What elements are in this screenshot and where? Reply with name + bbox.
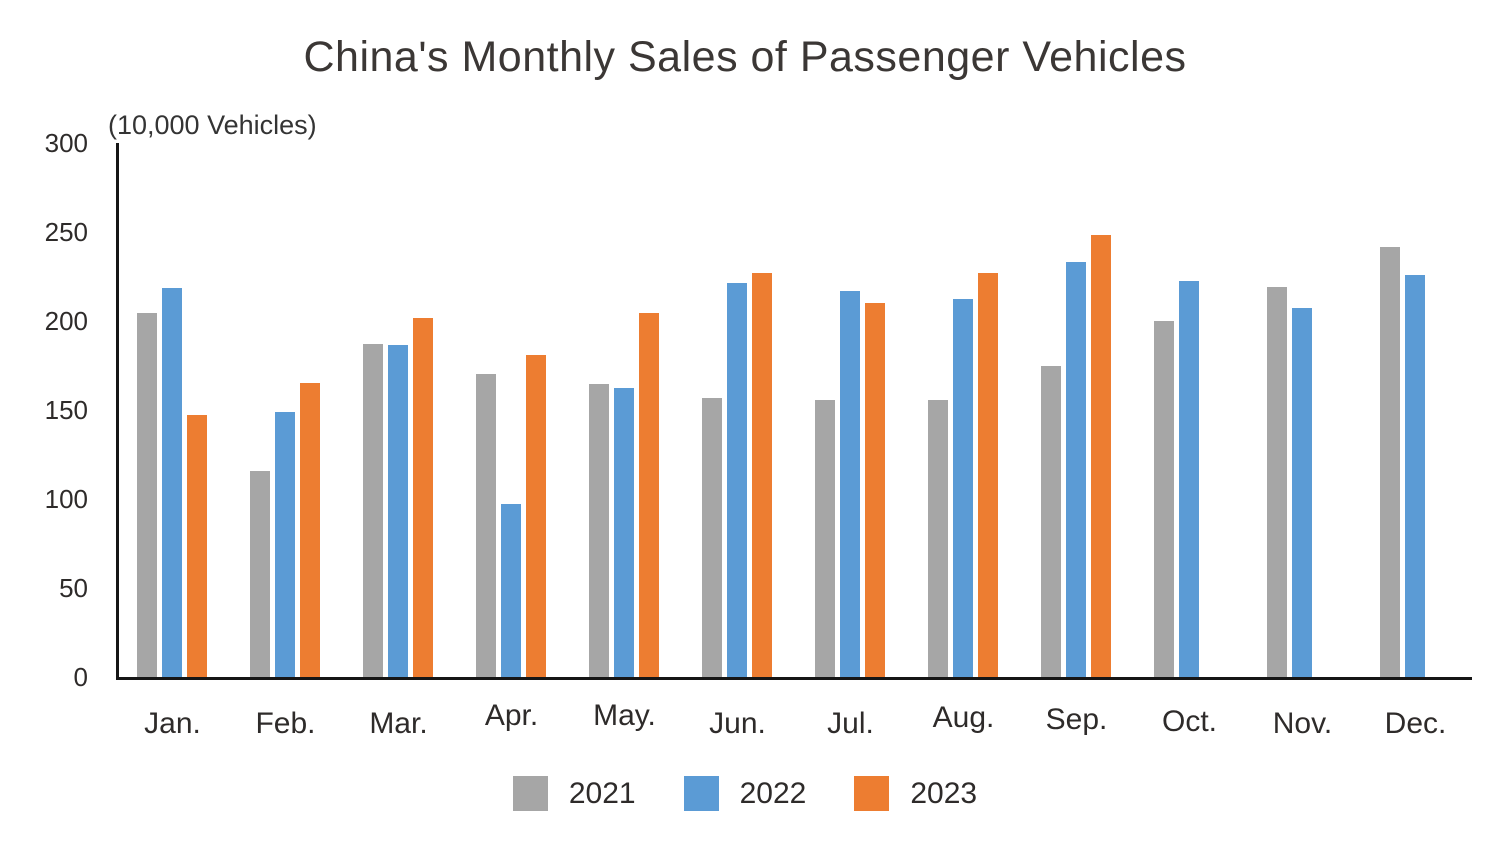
- y-axis-tick-label: 250: [44, 217, 88, 247]
- bar-2023-sep: [1091, 234, 1111, 677]
- bar-2021-nov: [1267, 287, 1287, 677]
- y-axis-tick-label: 200: [44, 306, 88, 336]
- bar-2023-jul: [865, 303, 885, 677]
- x-axis-label-oct: Oct.: [1161, 705, 1217, 738]
- bar-2022-mar: [388, 345, 408, 677]
- x-axis-label-jan: Jan.: [144, 707, 201, 740]
- bar-2022-jan: [162, 288, 182, 677]
- bar-2022-may: [614, 387, 634, 677]
- legend-label: 2021: [568, 776, 636, 810]
- bar-2022-oct: [1179, 280, 1199, 677]
- bar-2021-dec: [1380, 247, 1400, 677]
- bar-2023-feb: [300, 383, 320, 677]
- bar-2021-mar: [363, 344, 383, 677]
- bar-2023-apr: [526, 354, 546, 677]
- bar-2022-dec: [1405, 274, 1425, 677]
- legend-swatch-2021: [512, 776, 548, 811]
- x-axis-label-may: May.: [593, 699, 656, 732]
- x-axis-label-nov: Nov.: [1272, 707, 1333, 740]
- bar-2023-jun: [752, 272, 772, 677]
- bar-2022-sep: [1066, 262, 1086, 677]
- y-axis-tick-label: 100: [44, 484, 88, 514]
- legend-item-2022: 2022: [683, 776, 807, 811]
- x-axis-label-apr: Apr.: [484, 699, 539, 732]
- x-axis-label-dec: Dec.: [1384, 707, 1447, 740]
- x-axis-label-feb: Feb.: [255, 707, 316, 740]
- bar-2021-jul: [815, 400, 835, 677]
- chart-title: China's Monthly Sales of Passenger Vehic…: [303, 33, 1187, 81]
- y-axis-tick-label: 300: [44, 128, 88, 158]
- bar-2022-nov: [1292, 307, 1312, 677]
- bar-2021-may: [589, 384, 609, 677]
- x-axis-label-mar: Mar.: [369, 707, 428, 740]
- bar-2021-jun: [702, 397, 722, 677]
- y-axis-line: [116, 143, 119, 680]
- bar-2021-sep: [1041, 365, 1061, 677]
- bar-2021-feb: [250, 470, 270, 677]
- y-axis-tick-label: 0: [73, 662, 88, 692]
- bar-2023-aug: [978, 272, 998, 677]
- legend-item-2023: 2023: [854, 776, 977, 811]
- x-axis-line: [116, 677, 1472, 680]
- legend: 2021 2022 2023: [0, 776, 1490, 811]
- bar-2023-mar: [413, 318, 433, 677]
- bar-2022-jun: [727, 282, 747, 677]
- legend-swatch-2022: [683, 776, 719, 811]
- bar-2023-jan: [187, 415, 207, 677]
- y-axis-unit-label: (10,000 Vehicles): [108, 110, 317, 140]
- legend-label: 2023: [910, 776, 978, 810]
- x-axis-label-aug: Aug.: [932, 701, 995, 734]
- legend-swatch-2023: [854, 776, 890, 811]
- y-axis-tick-label: 150: [44, 395, 88, 425]
- legend-label: 2022: [739, 776, 807, 810]
- bar-2022-apr: [501, 504, 521, 677]
- bar-2021-oct: [1154, 321, 1174, 677]
- bar-2021-jan: [137, 312, 157, 677]
- legend-item-2021: 2021: [512, 776, 636, 811]
- x-axis-label-sep: Sep.: [1045, 703, 1108, 736]
- bar-2023-may: [639, 312, 659, 677]
- x-axis-label-jun: Jun.: [709, 707, 766, 740]
- bar-2022-feb: [275, 411, 295, 677]
- bar-2021-apr: [476, 373, 496, 677]
- bar-2022-aug: [953, 298, 973, 677]
- y-axis-tick-label: 50: [59, 573, 88, 603]
- bar-2021-aug: [928, 400, 948, 677]
- bar-2022-jul: [840, 290, 860, 677]
- x-axis-label-jul: Jul.: [827, 707, 874, 740]
